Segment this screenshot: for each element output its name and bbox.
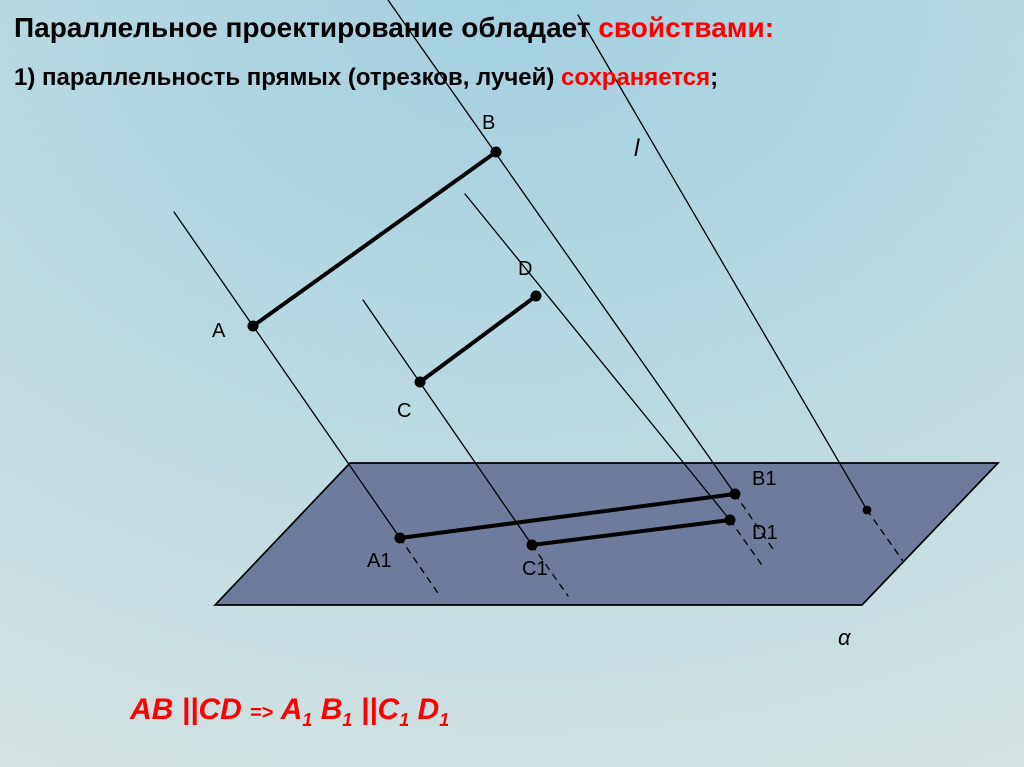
subtitle-prefix: 1) параллельность прямых (отрезков, луче…: [14, 64, 561, 91]
title-prefix: Параллельное проектирование обладает: [14, 12, 598, 43]
slide-canvas: Параллельное проектирование обладает сво…: [0, 0, 1024, 767]
title-highlight: свойствами: [598, 12, 764, 43]
point-label-C1: C1: [522, 558, 548, 581]
point-label-B1: B1: [752, 468, 776, 491]
slide-title: Параллельное проектирование обладает сво…: [14, 12, 774, 44]
slide-subtitle: 1) параллельность прямых (отрезков, луче…: [14, 64, 718, 92]
diagram-svg: [0, 0, 1024, 767]
title-suffix: :: [765, 12, 774, 43]
direction-label: l: [634, 135, 639, 163]
point-label-D1: D1: [752, 522, 778, 545]
point-label-A1: A1: [367, 550, 391, 573]
background: [0, 0, 1024, 767]
subtitle-suffix: ;: [710, 64, 718, 91]
formula: AB ||CD => A1 B1 ||C1 D1: [130, 693, 449, 731]
point-label-D: D: [518, 258, 532, 281]
point-label-A: A: [212, 320, 225, 343]
subtitle-highlight: сохраняется: [561, 64, 710, 91]
point-label-B: B: [482, 112, 495, 135]
point-label-C: C: [397, 400, 411, 423]
plane-label: α: [838, 625, 851, 651]
